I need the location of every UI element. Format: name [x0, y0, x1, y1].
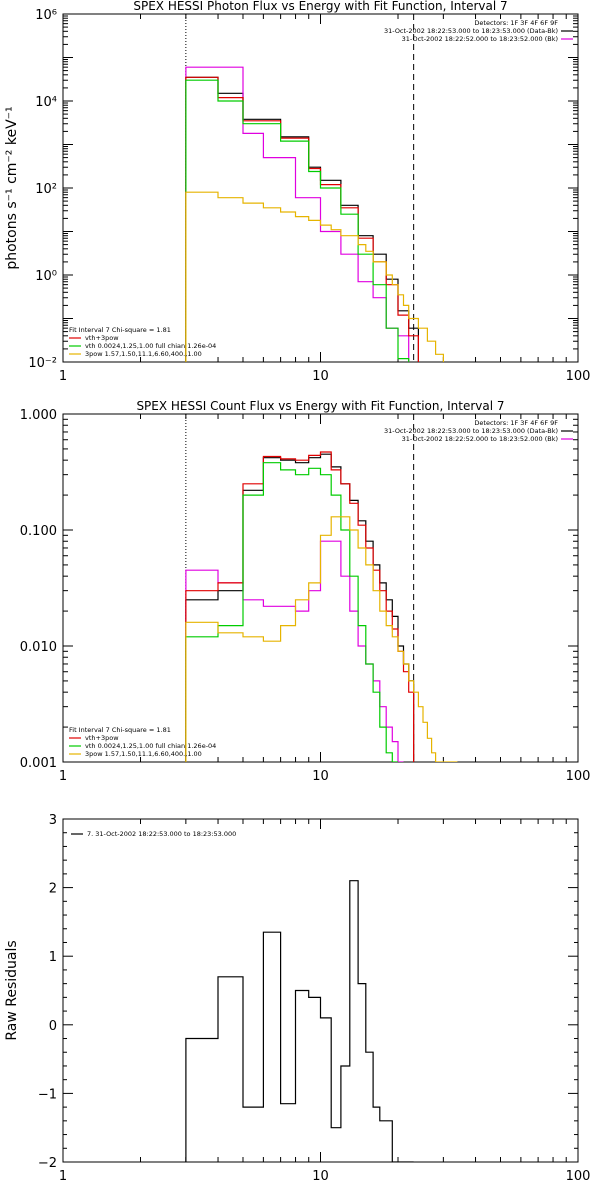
header-text: 31-Oct-2002 18:22:52.000 to 18:23:52.000…	[402, 35, 558, 43]
x-tick-label: 100	[566, 1169, 591, 1184]
header-text: 31-Oct-2002 18:22:53.000 to 18:23:53.000…	[384, 27, 558, 35]
series-3pow-line	[185, 516, 458, 762]
y-tick-label: 10⁴	[35, 95, 57, 110]
y-tick-label: 2	[49, 882, 57, 897]
series-3pow-line	[185, 191, 444, 362]
legend-label: vth+3pow	[85, 734, 119, 742]
legend-title: Fit Interval 7 Chi-square = 1.81	[69, 726, 171, 734]
legend-label: 7. 31-Oct-2002 18:22:53.000 to 18:23:53.…	[87, 830, 236, 838]
y-tick-label: 0	[49, 1019, 57, 1034]
x-tick-label: 1	[59, 369, 67, 384]
series-vth-line	[185, 79, 410, 362]
header-text: Detectors: 1F 3F 4F 6F 9F	[474, 19, 558, 27]
y-tick-label: 1	[49, 950, 57, 965]
panel-1: SPEX HESSI Photon Flux vs Energy with Fi…	[4, 0, 590, 384]
legend-title: Fit Interval 7 Chi-square = 1.81	[69, 326, 171, 334]
y-tick-label: −1	[38, 1087, 57, 1102]
y-tick-label: 0.100	[20, 524, 57, 539]
legend-label: 3pow 1.57,1.50,11.1,6.60,400.,1.00	[85, 750, 202, 758]
legend-label: 3pow 1.57,1.50,11.1,6.60,400.,1.00	[85, 350, 202, 358]
series-bk-line	[185, 540, 404, 762]
x-tick-label: 100	[566, 769, 591, 784]
header-text: 31-Oct-2002 18:22:53.000 to 18:23:53.000…	[384, 427, 558, 435]
y-tick-label: 0.010	[20, 640, 57, 655]
series-vth-line	[185, 462, 398, 762]
legend-label: vth 0.0024,1.25,1.00 full chian 1.26e-04	[85, 342, 216, 350]
y-axis-label: photons s⁻¹ cm⁻² keV⁻¹	[4, 106, 20, 269]
header-text: 31-Oct-2002 18:22:52.000 to 18:23:52.000…	[402, 435, 558, 443]
series-residuals-line	[185, 880, 414, 1162]
y-tick-label: 10⁰	[35, 269, 57, 284]
x-tick-label: 10	[312, 369, 329, 384]
legend-label: vth 0.0024,1.25,1.00 full chian 1.26e-04	[85, 742, 216, 750]
panel-2: SPEX HESSI Count Flux vs Energy with Fit…	[20, 399, 591, 784]
y-tick-label: 10⁶	[35, 8, 57, 23]
y-tick-label: 1.000	[20, 408, 57, 423]
y-tick-label: 3	[49, 813, 57, 828]
x-tick-label: 10	[312, 1169, 329, 1184]
y-axis-label: Raw Residuals	[4, 940, 20, 1040]
y-tick-label: 10⁻²	[28, 356, 57, 371]
x-tick-label: 1	[59, 1169, 67, 1184]
x-tick-label: 100	[566, 369, 591, 384]
y-tick-label: −2	[38, 1156, 57, 1171]
y-tick-label: 10²	[35, 182, 57, 197]
header-text: Detectors: 1F 3F 4F 6F 9F	[474, 419, 558, 427]
panel-3: 1 10 100 −2 −1 0 1 2 3 Raw Residuals 7. 31-Oct-200…	[4, 813, 590, 1184]
series-data-bk-line	[185, 76, 419, 362]
series-bk-line	[185, 66, 410, 362]
series-vth-3pow-line	[185, 451, 415, 762]
x-tick-label: 10	[312, 769, 329, 784]
y-tick-label: 0.001	[20, 756, 57, 771]
x-tick-label: 1	[59, 769, 67, 784]
chart-title: SPEX HESSI Count Flux vs Energy with Fit…	[136, 399, 504, 413]
legend-label: vth+3pow	[85, 334, 119, 342]
series-vth-3pow-line	[185, 76, 419, 362]
plot-frame	[62, 818, 579, 1163]
chart-title: SPEX HESSI Photon Flux vs Energy with Fi…	[133, 0, 507, 13]
